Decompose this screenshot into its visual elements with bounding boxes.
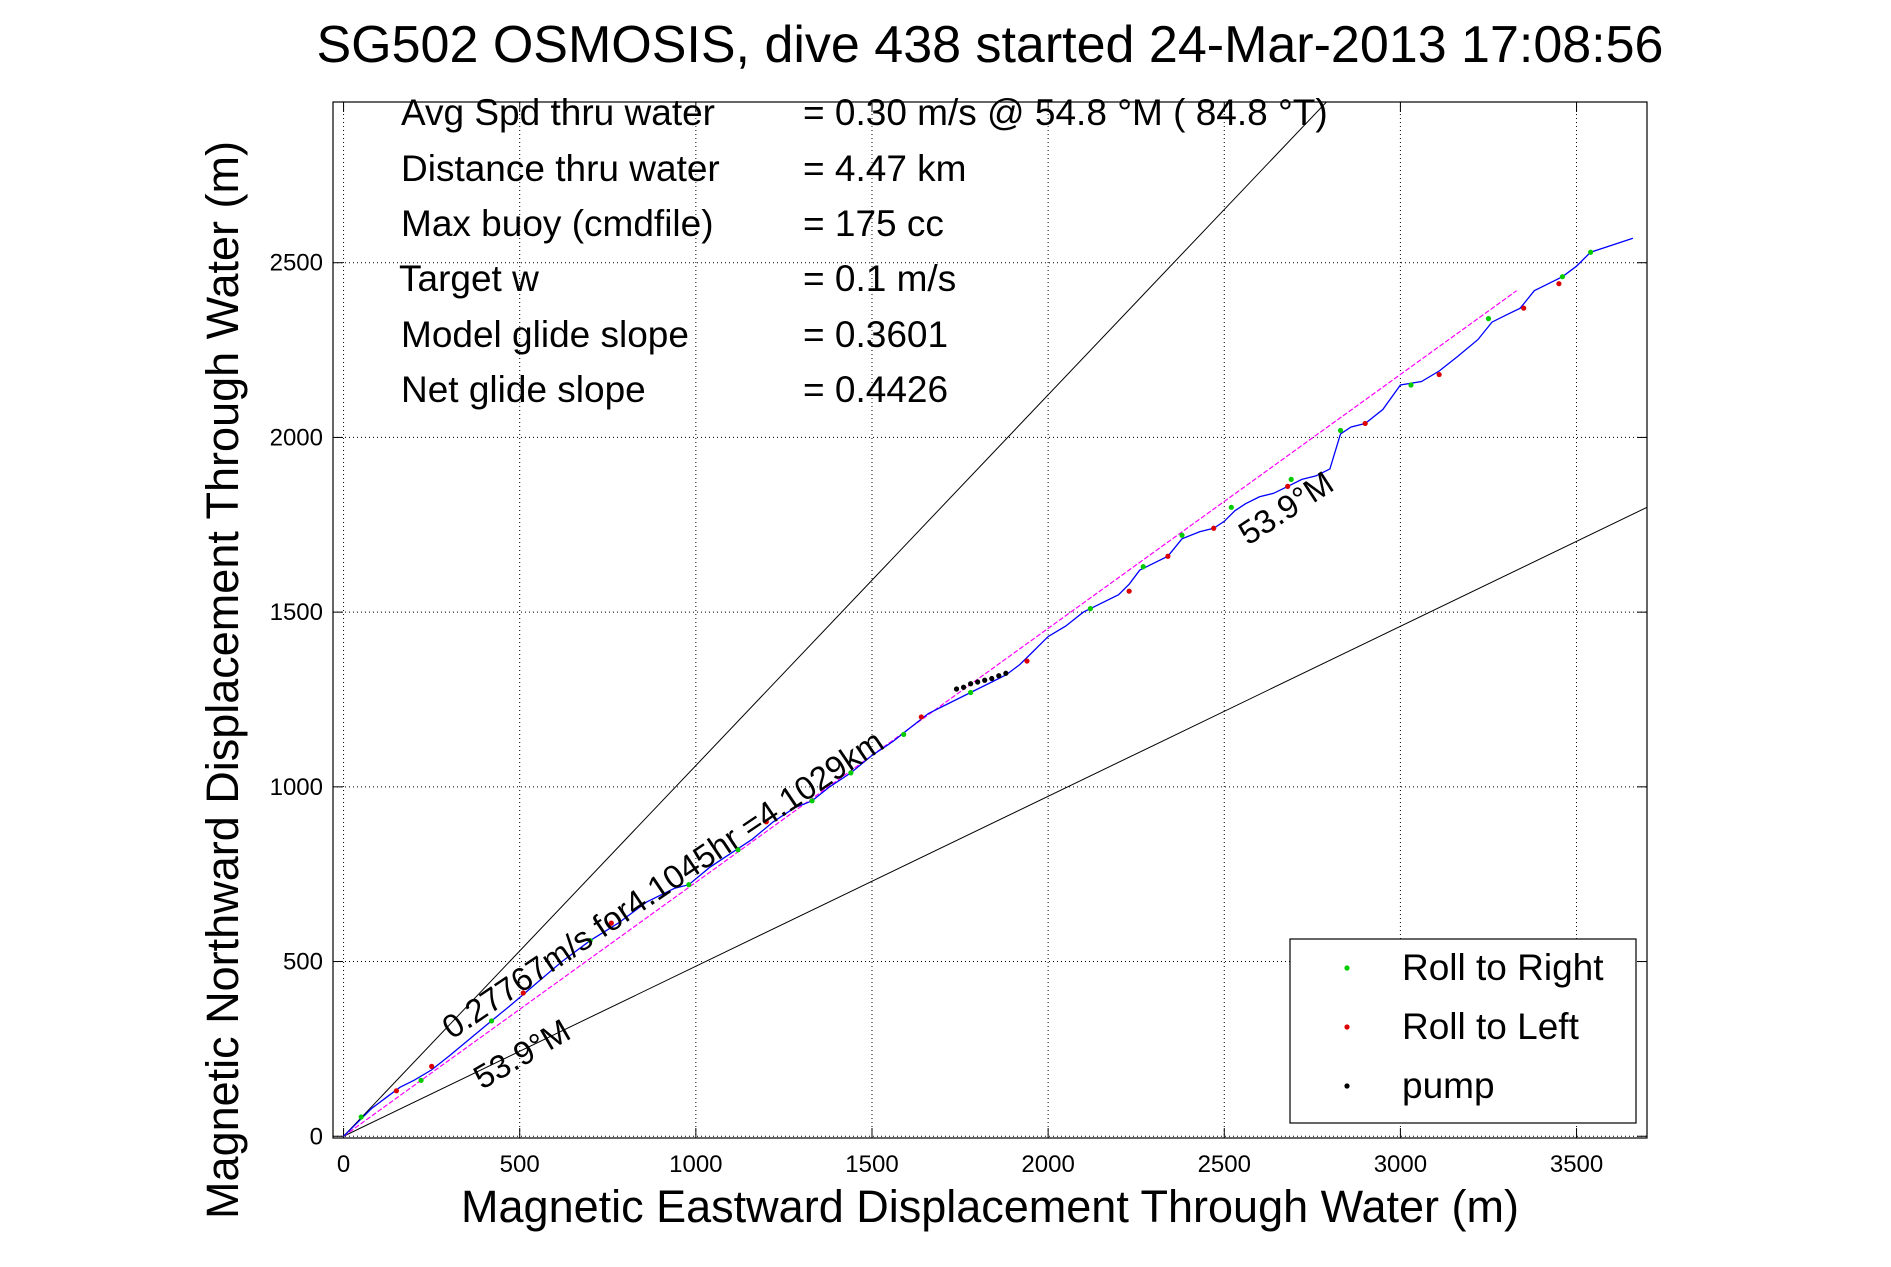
roll-left-point xyxy=(1362,420,1368,427)
roll-left-point xyxy=(763,819,769,825)
pump-point xyxy=(989,675,995,682)
stat-label: Max buoy (cmdfile) xyxy=(401,203,714,244)
roll-left-point xyxy=(1024,658,1030,664)
roll-right-point xyxy=(968,689,974,696)
roll-left-point xyxy=(1165,553,1171,559)
roll-right-point xyxy=(1288,476,1294,482)
roll-right-point xyxy=(848,770,854,776)
x-tick-label: 500 xyxy=(500,1151,540,1178)
roll-left-point xyxy=(918,714,924,720)
roll-left-point xyxy=(1211,525,1217,531)
stat-label: Target w xyxy=(399,258,539,299)
x-axis-label: Magnetic Eastward Displacement Through W… xyxy=(461,1181,1519,1232)
legend-roll-left-label: Roll to Left xyxy=(1402,1006,1580,1047)
x-tick-label: 1000 xyxy=(669,1151,722,1178)
roll-right-point xyxy=(809,798,815,804)
pump-point xyxy=(953,686,960,692)
stat-value: = 0.3601 xyxy=(803,314,948,355)
pump-point xyxy=(996,673,1002,679)
legend-roll-right-label: Roll to Right xyxy=(1402,947,1604,988)
reference-line xyxy=(343,102,1327,1137)
roll-right-point xyxy=(686,882,692,888)
legend-pump-label: pump xyxy=(1402,1065,1495,1106)
x-tick-label: 2000 xyxy=(1021,1151,1074,1178)
roll-right-point xyxy=(358,1114,364,1120)
y-tick-label: 500 xyxy=(283,949,323,976)
roll-left-point xyxy=(1126,588,1132,594)
roll-left-point xyxy=(393,1088,400,1094)
axes-box xyxy=(332,101,1648,1139)
x-tick-label: 1500 xyxy=(845,1151,898,1178)
roll-right-point xyxy=(1559,274,1566,280)
roll-left-point xyxy=(520,990,526,996)
roll-left-point xyxy=(608,920,614,926)
y-tick-label: 2500 xyxy=(270,250,323,277)
stat-value: = 4.47 km xyxy=(803,148,967,189)
roll-left-point xyxy=(1556,281,1562,287)
stat-value: = 175 cc xyxy=(803,203,944,244)
roll-right-point xyxy=(587,937,593,944)
stat-value: = 0.1 m/s xyxy=(803,258,956,299)
roll-right-point xyxy=(1228,504,1234,510)
reference-line xyxy=(343,506,1647,1137)
chart-title: SG502 OSMOSIS, dive 438 started 24-Mar-2… xyxy=(317,16,1664,74)
stat-value: = 0.30 m/s @ 54.8 °M ( 84.8 °T) xyxy=(803,92,1328,133)
fit-line xyxy=(343,290,1518,1137)
y-axis-label: Magnetic Northward Displacement Through … xyxy=(197,141,248,1219)
x-tick-label: 2500 xyxy=(1198,1151,1251,1178)
legend-roll-right-marker xyxy=(1344,965,1350,971)
roll-right-point xyxy=(1140,564,1146,570)
roll-right-point xyxy=(1179,532,1185,538)
stat-label: Avg Spd thru water xyxy=(401,92,715,133)
roll-left-point xyxy=(1285,483,1291,489)
stat-label: Distance thru water xyxy=(401,148,720,189)
roll-left-point xyxy=(1436,371,1442,378)
y-tick-label: 1500 xyxy=(270,599,323,626)
x-tick-label: 3000 xyxy=(1374,1151,1427,1178)
stat-value: = 0.4426 xyxy=(803,369,948,410)
roll-right-point xyxy=(1588,249,1594,255)
plot-clipped-group xyxy=(343,102,1647,1137)
roll-right-point xyxy=(1408,382,1414,388)
y-tick-label: 0 xyxy=(310,1123,323,1150)
roll-left-point xyxy=(429,1063,435,1069)
pump-point xyxy=(968,681,974,687)
track-line xyxy=(343,237,1634,1137)
pump-point xyxy=(982,677,988,683)
x-tick-label: 3500 xyxy=(1550,1151,1603,1178)
legend-pump-marker xyxy=(1344,1083,1350,1089)
roll-right-point xyxy=(418,1077,424,1083)
roll-right-point xyxy=(488,1018,495,1024)
legend: Roll to Right Roll to Left pump xyxy=(1289,938,1637,1124)
roll-left-point xyxy=(1521,305,1527,311)
stat-label: Model glide slope xyxy=(401,314,689,355)
stat-label: Net glide slope xyxy=(401,369,646,410)
y-tick-label: 1000 xyxy=(270,774,323,801)
roll-right-point xyxy=(1485,316,1492,322)
pump-point xyxy=(960,684,967,690)
roll-right-point xyxy=(1087,606,1093,612)
roll-right-point xyxy=(1337,427,1344,434)
roll-right-point xyxy=(735,847,741,853)
x-tick-label: 0 xyxy=(337,1151,350,1178)
pump-point xyxy=(1003,670,1009,676)
roll-right-point xyxy=(901,731,907,738)
y-tick-label: 2000 xyxy=(270,424,323,451)
legend-roll-left-marker xyxy=(1344,1024,1350,1030)
pump-point xyxy=(975,679,981,685)
